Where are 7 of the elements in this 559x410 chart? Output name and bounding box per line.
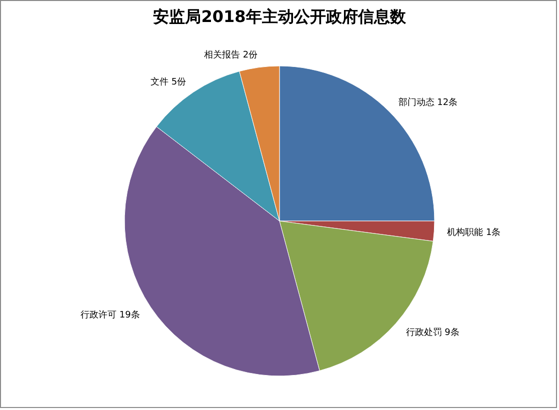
slice-label: 行政许可 19条	[80, 309, 140, 320]
slice-label: 相关报告 2份	[204, 49, 258, 60]
slice-label: 文件 5份	[150, 76, 186, 88]
chart-title: 安监局2018年主动公开政府信息数	[153, 7, 407, 26]
slice-label: 行政处罚 9条	[406, 326, 460, 338]
slice-label: 机构职能 1条	[447, 226, 501, 238]
slice-label: 部门动态 12条	[398, 97, 458, 108]
